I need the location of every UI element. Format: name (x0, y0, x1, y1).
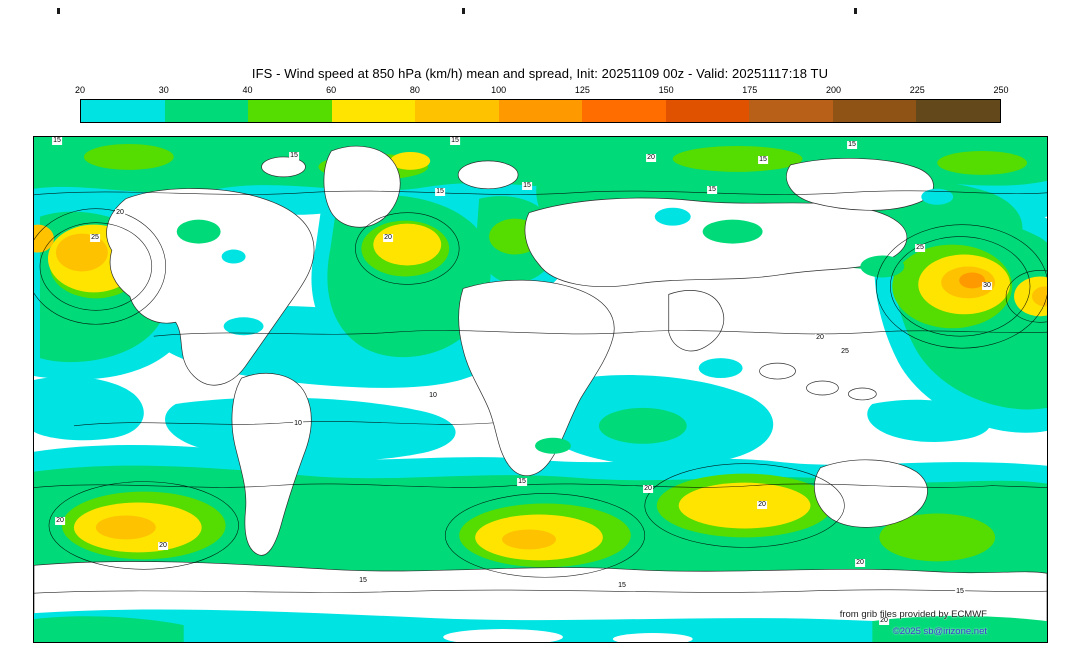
colorbar-segment (832, 100, 917, 122)
colorbar: 20 30 40 60 80 100 125 150 175 200 225 250 (75, 85, 1009, 123)
credit-copyright: ©2025 sb@irizone.net (892, 626, 987, 637)
colorbar-ticks: 20 30 40 60 80 100 125 150 175 200 225 250 (75, 85, 1009, 97)
colorbar-tick-label: 250 (993, 85, 1009, 95)
land-island (759, 362, 796, 380)
colorbar-tick-label: 225 (909, 85, 925, 95)
land-eurasia (524, 197, 908, 287)
land-east-siberia (786, 158, 934, 211)
colorbar-tick-label: 200 (826, 85, 842, 95)
colorbar-segment (916, 100, 1001, 122)
colorbar-tick-label: 60 (326, 85, 337, 95)
colorbar-segment (749, 100, 833, 122)
colorbar-segment (498, 100, 583, 122)
layer-orange-100-125 (959, 272, 986, 289)
colorbar-tick-label: 150 (658, 85, 674, 95)
credit-provider: from grib files provided by ECMWF (839, 609, 987, 620)
colorbar-tick-label: 125 (574, 85, 590, 95)
land-island (806, 380, 839, 396)
colorbar-segment (248, 100, 332, 122)
colorbar-segment (415, 100, 499, 122)
colorbar-segment (164, 100, 249, 122)
colorbar-segment (665, 100, 750, 122)
colorbar-segments (80, 99, 1001, 123)
layer-spread-contours (34, 190, 1047, 594)
land-south-america (231, 372, 312, 556)
land-australia (814, 459, 928, 528)
arctic-gap (261, 156, 306, 178)
layer-speckles (176, 188, 954, 454)
world-wind-map: from grib files provided by ECMWF ©2025 … (33, 136, 1048, 643)
land-greenland (323, 145, 401, 228)
edge-tick-mark (854, 8, 857, 14)
colorbar-segment (582, 100, 666, 122)
land-north-america (106, 188, 315, 386)
colorbar-segment (331, 100, 416, 122)
edge-tick-mark (462, 8, 465, 14)
colorbar-tick-label: 30 (158, 85, 169, 95)
layer-bottom-strip (34, 609, 1047, 642)
edge-tick-mark (57, 8, 60, 14)
land-india (668, 290, 725, 352)
colorbar-tick-label: 175 (742, 85, 758, 95)
wind-field-svg (34, 137, 1047, 642)
colorbar-tick-label: 40 (242, 85, 253, 95)
colorbar-segment (81, 100, 165, 122)
page-title: IFS - Wind speed at 850 hPa (km/h) mean … (251, 66, 829, 81)
colorbar-tick-label: 20 (74, 85, 86, 95)
arctic-gap (457, 160, 519, 190)
colorbar-tick-label: 100 (491, 85, 507, 95)
land-island (848, 387, 877, 401)
colorbar-tick-label: 80 (409, 85, 420, 95)
